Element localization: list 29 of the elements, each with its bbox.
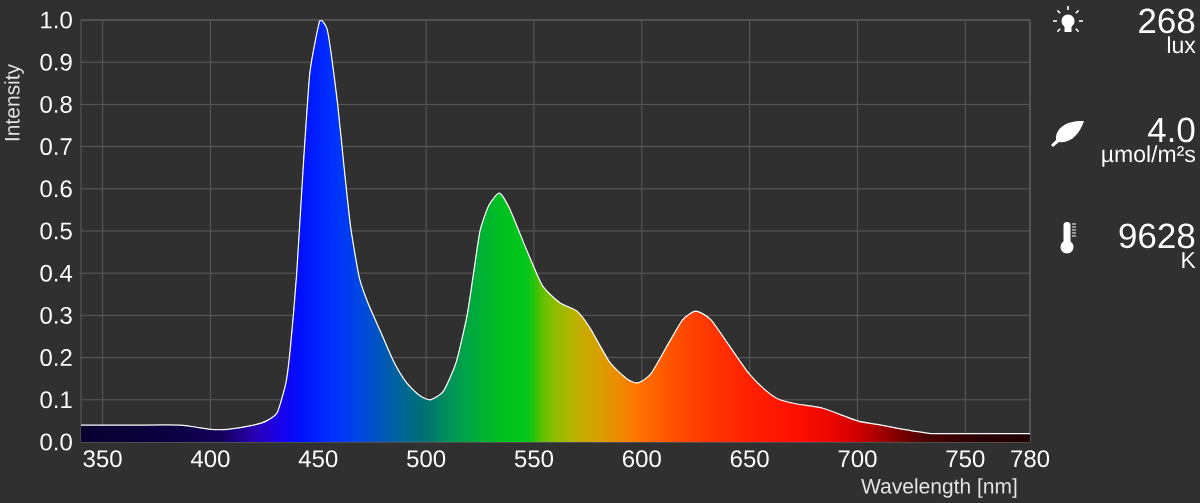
y-tick-label: 0.4 (40, 264, 73, 282)
text: K (1182, 252, 1196, 268)
x-tick-label: 350 (83, 450, 122, 468)
x-tick-label: 750 (946, 450, 985, 468)
text: lux (1167, 36, 1196, 54)
x-tick-label: 780 (1011, 450, 1050, 468)
text: 4.0 (1147, 117, 1195, 143)
y-tick-label: 0.7 (40, 138, 72, 156)
text: µmol/m²s (1102, 145, 1195, 167)
y-tick-label: 0.8 (40, 95, 72, 113)
y-axis-title: Intensity (4, 63, 24, 141)
x-tick-label: 550 (514, 450, 554, 468)
y-tick-label: 0.0 (40, 433, 72, 451)
y-tick-label: 0.5 (40, 222, 72, 240)
y-tick-label: 0.9 (40, 53, 72, 71)
y-tick-label: 0.1 (40, 391, 72, 409)
y-tick-label: 0.6 (40, 180, 72, 198)
x-tick-label: 650 (730, 450, 769, 468)
x-tick-label: 600 (622, 450, 661, 468)
y-tick-label: 0.2 (40, 349, 72, 367)
x-tick-label: 500 (407, 450, 446, 468)
x-tick-label: 400 (190, 450, 230, 468)
text: 9628 (1119, 223, 1195, 249)
text: 268 (1139, 8, 1195, 34)
y-tick-label: 0.3 (40, 306, 72, 324)
x-tick-label: 450 (298, 450, 338, 468)
x-tick-label: 700 (838, 450, 877, 468)
x-axis-title: Wavelength [nm] (861, 478, 1017, 498)
y-tick-label: 1.0 (41, 11, 72, 29)
